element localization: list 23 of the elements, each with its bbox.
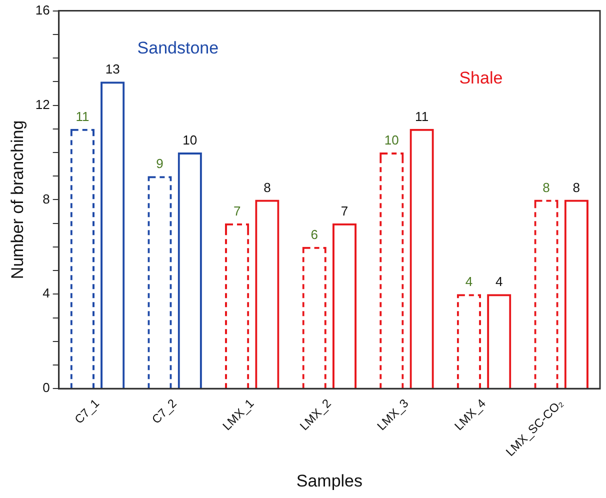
data-label: 7 xyxy=(233,203,241,218)
data-label: 11 xyxy=(76,108,90,124)
data-label: 13 xyxy=(105,62,120,77)
y-tick-label: 4 xyxy=(42,286,50,301)
annotation: Shale xyxy=(459,68,503,88)
y-tick-label: 12 xyxy=(35,96,50,112)
data-label: 7 xyxy=(340,203,348,218)
data-label: 6 xyxy=(310,227,318,242)
data-label: 11 xyxy=(415,108,429,124)
y-axis-title: Number of branching xyxy=(8,120,27,280)
y-tick-label: 16 xyxy=(35,2,50,18)
data-label: 10 xyxy=(182,132,198,148)
data-label: 4 xyxy=(465,274,473,290)
data-label: 9 xyxy=(156,156,164,172)
y-tick-label: 0 xyxy=(42,380,50,396)
data-label: 8 xyxy=(572,180,580,195)
y-tick-label: 8 xyxy=(42,191,50,206)
data-label: 8 xyxy=(542,180,550,195)
data-label: 10 xyxy=(384,132,399,148)
x-axis-title: Samples xyxy=(296,471,362,490)
annotation: Sandstone xyxy=(137,38,219,58)
data-label: 4 xyxy=(496,274,503,290)
data-label: 8 xyxy=(264,180,271,195)
